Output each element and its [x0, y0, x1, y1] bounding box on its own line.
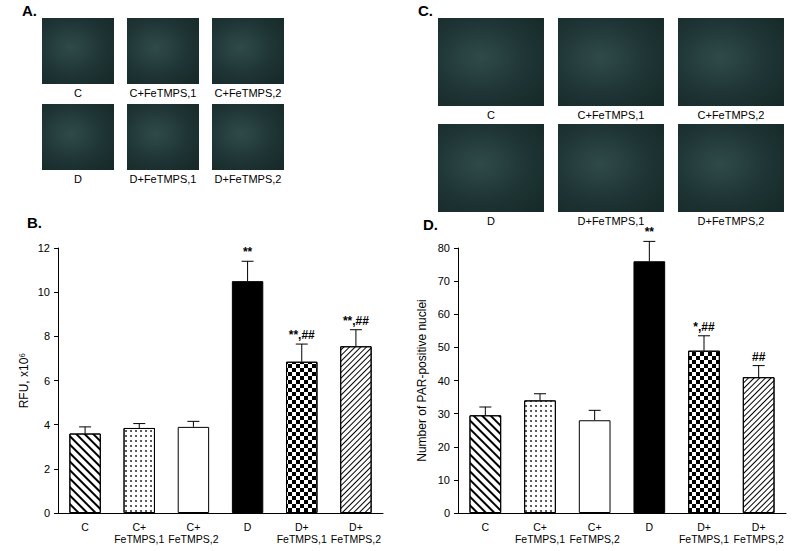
html-text:C+FeTMPS,1: C+FeTMPS,1 — [129, 87, 197, 99]
svg-text:FeTMPS,1: FeTMPS,1 — [679, 533, 729, 545]
svg-text:0: 0 — [444, 507, 450, 519]
svg-text:6: 6 — [44, 375, 50, 387]
html-text:C+FeTMPS,2: C+FeTMPS,2 — [214, 87, 282, 99]
svg-text:10: 10 — [38, 286, 50, 298]
svg-text:60: 60 — [438, 308, 450, 320]
svg-text:D: D — [244, 521, 252, 533]
svg-text:B.: B. — [27, 214, 42, 231]
svg-text:0: 0 — [44, 507, 50, 519]
html-text:D: D — [74, 173, 82, 185]
svg-text:D+: D+ — [349, 521, 363, 533]
svg-text:**: ** — [645, 225, 655, 239]
svg-text:##: ## — [752, 350, 766, 364]
html-text:D+FeTMPS,1: D+FeTMPS,1 — [129, 173, 197, 185]
svg-text:20: 20 — [438, 441, 450, 453]
svg-text:Number of PAR-positive nuclei: Number of PAR-positive nuclei — [415, 299, 429, 462]
svg-text:D.: D. — [423, 216, 438, 233]
svg-text:C+: C+ — [588, 521, 602, 533]
svg-text:40: 40 — [438, 375, 450, 387]
svg-text:**,##: **,## — [289, 328, 315, 342]
html-text:C+FeTMPS,1: C+FeTMPS,1 — [577, 109, 645, 121]
svg-text:D+: D+ — [697, 521, 711, 533]
svg-text:FeTMPS,2: FeTMPS,2 — [168, 533, 218, 545]
svg-text:C: C — [482, 521, 490, 533]
svg-text:**,##: **,## — [343, 314, 369, 328]
svg-text:C+: C+ — [533, 521, 547, 533]
html-text:A.: A. — [22, 2, 37, 19]
svg-text:RFU, x10⁶: RFU, x10⁶ — [17, 353, 31, 409]
html-text:C: C — [74, 87, 82, 99]
svg-text:FeTMPS,1: FeTMPS,1 — [114, 533, 164, 545]
html-text:D+FeTMPS,1: D+FeTMPS,1 — [577, 215, 645, 227]
html-text:C+FeTMPS,2: C+FeTMPS,2 — [697, 109, 765, 121]
svg-text:C+: C+ — [187, 521, 201, 533]
svg-text:4: 4 — [44, 419, 50, 431]
html-text:C.: C. — [418, 2, 433, 19]
svg-text:FeTMPS,1: FeTMPS,1 — [515, 533, 565, 545]
svg-text:50: 50 — [438, 341, 450, 353]
svg-text:70: 70 — [438, 275, 450, 287]
svg-text:C: C — [81, 521, 89, 533]
html-text:D: D — [487, 215, 495, 227]
svg-text:8: 8 — [44, 330, 50, 342]
svg-text:FeTMPS,2: FeTMPS,2 — [570, 533, 620, 545]
svg-text:10: 10 — [438, 474, 450, 486]
svg-text:FeTMPS,2: FeTMPS,2 — [734, 533, 784, 545]
svg-text:12: 12 — [38, 242, 50, 254]
svg-text:**: ** — [243, 245, 253, 259]
svg-text:FeTMPS,2: FeTMPS,2 — [331, 533, 381, 545]
svg-text:30: 30 — [438, 408, 450, 420]
svg-text:FeTMPS,1: FeTMPS,1 — [277, 533, 327, 545]
html-text:C: C — [487, 109, 495, 121]
html-text:D+FeTMPS,2: D+FeTMPS,2 — [697, 215, 765, 227]
html-text:D+FeTMPS,2: D+FeTMPS,2 — [214, 173, 282, 185]
svg-text:2: 2 — [44, 463, 50, 475]
svg-text:80: 80 — [438, 242, 450, 254]
svg-text:D+: D+ — [295, 521, 309, 533]
svg-text:D+: D+ — [752, 521, 766, 533]
svg-text:D: D — [646, 521, 654, 533]
svg-text:*,##: *,## — [693, 320, 715, 334]
svg-text:C+: C+ — [132, 521, 146, 533]
